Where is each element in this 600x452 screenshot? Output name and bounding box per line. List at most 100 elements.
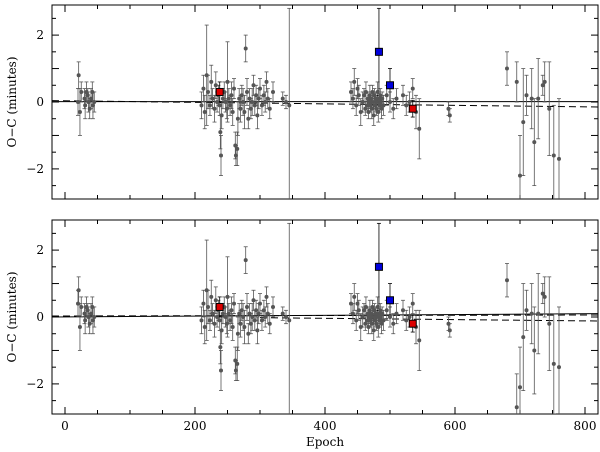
x-tick-label: 400	[314, 419, 337, 433]
data-point	[377, 318, 382, 323]
x-tick-label: 800	[574, 419, 597, 433]
data-point	[251, 298, 256, 303]
data-point	[280, 96, 285, 101]
data-point	[367, 315, 372, 319]
data-point	[376, 311, 381, 316]
data-point	[356, 308, 361, 313]
bottom-panel: 0 200 400 600 800 −2 0 2 O−C (minutes) Epoch	[5, 219, 599, 449]
y-tick-label: −2	[26, 162, 44, 176]
data-point	[355, 86, 360, 91]
data-point	[82, 96, 87, 101]
data-point	[354, 318, 359, 323]
data-point	[375, 315, 379, 319]
data-point	[206, 89, 210, 94]
data-point	[352, 294, 357, 299]
data-point	[369, 106, 374, 111]
data-point	[551, 153, 556, 158]
data-point	[375, 304, 380, 309]
x-tick-label: 200	[184, 419, 207, 433]
data-point	[85, 308, 90, 313]
data-point	[242, 325, 247, 330]
data-point	[254, 93, 259, 98]
x-tick-label: 0	[61, 419, 69, 433]
data-point	[518, 385, 522, 390]
highlight-point	[374, 47, 383, 56]
data-point	[417, 126, 422, 131]
data-point	[239, 308, 244, 313]
data-point	[542, 294, 547, 299]
data-point	[213, 83, 218, 88]
data-point	[223, 315, 228, 319]
data-point	[264, 79, 269, 84]
data-point	[521, 120, 526, 125]
data-point	[374, 106, 379, 111]
data-point	[204, 73, 209, 78]
data-point	[261, 93, 266, 98]
data-point	[373, 96, 378, 101]
data-point	[367, 100, 372, 104]
data-point	[365, 311, 370, 316]
data-point	[536, 311, 541, 316]
data-point	[514, 79, 519, 84]
data-point	[90, 318, 95, 323]
data-point	[238, 321, 243, 326]
data-point	[247, 96, 252, 101]
data-point	[365, 318, 370, 323]
data-point	[79, 89, 84, 94]
data-point	[217, 103, 222, 108]
data-point	[542, 79, 547, 84]
data-point	[371, 113, 376, 118]
data-point	[245, 89, 249, 94]
data-point	[384, 93, 389, 98]
data-point	[363, 106, 368, 111]
data-point	[446, 321, 451, 326]
data-point	[246, 116, 251, 121]
data-point	[514, 405, 519, 410]
data-point	[360, 100, 365, 104]
data-point	[374, 321, 379, 326]
data-point	[238, 106, 243, 111]
data-point	[256, 311, 261, 316]
data-point	[202, 110, 207, 115]
data-point	[241, 100, 246, 104]
data-point	[76, 100, 80, 104]
data-point	[532, 140, 537, 145]
data-point	[204, 288, 209, 293]
data-point	[245, 304, 249, 309]
data-point	[376, 325, 381, 330]
data-point	[366, 325, 371, 330]
data-point	[209, 294, 214, 299]
data-point	[378, 315, 383, 319]
data-point	[258, 301, 262, 306]
data-point	[229, 93, 234, 98]
data-point	[376, 110, 381, 115]
data-point	[248, 106, 253, 111]
data-point	[265, 311, 270, 316]
data-point	[271, 304, 275, 309]
data-point	[287, 318, 292, 323]
highlight-point	[408, 104, 417, 113]
data-point	[226, 96, 231, 101]
data-point	[372, 93, 377, 98]
data-point	[218, 345, 223, 350]
data-point	[233, 143, 238, 148]
data-point	[90, 103, 95, 108]
data-point	[370, 304, 375, 309]
data-point	[373, 311, 378, 316]
data-point	[360, 315, 365, 319]
data-point	[239, 93, 244, 98]
data-point	[370, 89, 375, 94]
highlight-point	[386, 81, 394, 90]
data-point	[372, 308, 377, 313]
data-point	[363, 321, 368, 326]
data-point	[263, 315, 268, 319]
data-point	[242, 110, 247, 115]
data-point	[551, 361, 556, 366]
y-tick-label: 0	[36, 95, 44, 109]
data-point	[271, 89, 275, 94]
data-point	[263, 100, 268, 104]
data-point	[367, 308, 372, 313]
x-tick-label: 600	[444, 419, 467, 433]
data-point	[404, 103, 409, 108]
data-point	[89, 311, 93, 316]
